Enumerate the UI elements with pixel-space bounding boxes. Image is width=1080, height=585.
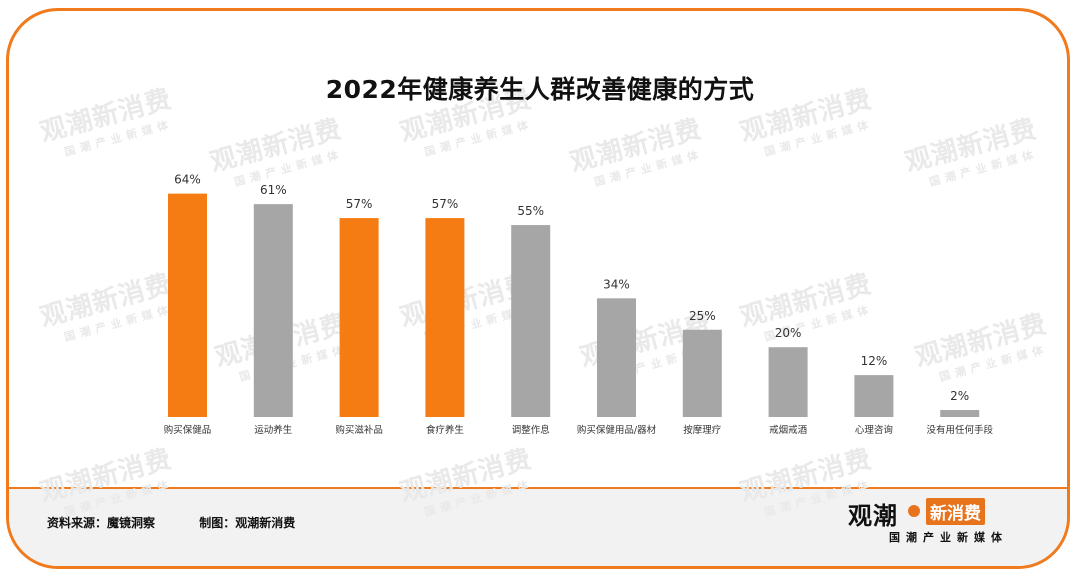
footer-band <box>9 487 1067 566</box>
bar-9 <box>940 410 980 417</box>
logo-eye-icon <box>908 505 920 517</box>
bar-chart: 64% 购买保健品 61% 运动养生 57% 购买滋补品 57% 食疗养生 55% 调整作息 34%… <box>164 173 994 436</box>
value-label-3: 57% <box>432 197 459 211</box>
logo-main-left: 观潮 <box>848 502 898 530</box>
logo-tagline: 国潮产业新媒体 <box>889 531 1008 544</box>
bar-3 <box>425 218 465 417</box>
category-label-9: 没有用任何手段 <box>926 424 993 436</box>
bar-4 <box>511 225 551 417</box>
value-label-7: 20% <box>775 326 802 340</box>
maker-text: 制图：观潮新消费 <box>199 516 296 530</box>
footer-credits: 资料来源：魔镜洞察 制图：观潮新消费 <box>47 514 335 531</box>
category-label-0: 购买保健品 <box>164 424 212 436</box>
category-label-1: 运动养生 <box>254 424 293 436</box>
value-label-9: 2% <box>950 389 969 403</box>
category-label-2: 购买滋补品 <box>335 424 383 436</box>
category-label-5: 购买保健用品/器材 <box>577 424 657 436</box>
value-label-1: 61% <box>260 183 287 197</box>
value-label-5: 34% <box>603 277 630 291</box>
value-label-2: 57% <box>346 197 373 211</box>
bar-7 <box>768 347 808 417</box>
source-text: 资料来源：魔镜洞察 <box>47 516 156 530</box>
value-label-6: 25% <box>689 309 716 323</box>
category-label-3: 食疗养生 <box>426 424 465 436</box>
bar-5 <box>597 298 636 417</box>
bar-2 <box>339 218 379 417</box>
logo-main-right: 新消费 <box>926 498 985 525</box>
brand-logo: 观潮 新消费 国潮产业新媒体 <box>848 496 1008 548</box>
value-label-0: 64% <box>174 173 201 187</box>
category-label-6: 按摩理疗 <box>683 424 722 436</box>
category-label-8: 心理咨询 <box>855 424 893 436</box>
bar-0 <box>168 193 207 417</box>
bar-1 <box>253 204 293 417</box>
value-label-4: 55% <box>517 204 544 218</box>
bar-6 <box>682 329 722 417</box>
bar-8 <box>854 375 894 417</box>
value-label-8: 12% <box>861 354 888 368</box>
chart-title: 2022年健康养生人群改善健康的方式 <box>325 75 755 104</box>
category-label-7: 戒烟戒酒 <box>769 424 808 436</box>
category-label-4: 调整作息 <box>512 424 550 436</box>
